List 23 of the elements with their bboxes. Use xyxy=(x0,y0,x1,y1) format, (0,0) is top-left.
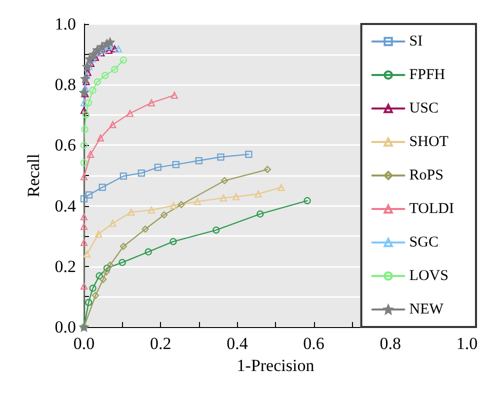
legend-label: SGC xyxy=(409,234,438,250)
x-tick-label: 0.0 xyxy=(73,334,95,353)
legend-label: RoPS xyxy=(409,168,444,184)
y-tick-label: 1.0 xyxy=(54,14,76,34)
legend-label: LOVS xyxy=(409,268,448,284)
x-tick-label: 1.0 xyxy=(456,334,478,353)
x-axis-title: 1-Precision xyxy=(236,356,315,375)
y-tick-label: 0.2 xyxy=(54,256,76,276)
y-tick-label: 0.4 xyxy=(54,196,76,216)
x-tick-label: 0.2 xyxy=(150,334,172,353)
y-tick-label: 0.8 xyxy=(54,75,76,94)
legend-label: TOLDI xyxy=(409,201,454,217)
x-tick-label: 0.4 xyxy=(226,334,248,353)
x-tick-label: 0.8 xyxy=(380,334,402,353)
legend-label: SHOT xyxy=(409,134,448,150)
legend-label: SI xyxy=(409,34,423,50)
y-tick-label: 0.6 xyxy=(54,136,76,155)
legend-label: FPFH xyxy=(409,67,446,83)
legend-label: NEW xyxy=(409,302,444,318)
y-tick-label: 0.0 xyxy=(54,318,76,336)
x-tick-label: 0.6 xyxy=(303,334,324,353)
legend-label: USC xyxy=(409,100,438,116)
y-axis-title: Recall xyxy=(24,154,43,198)
